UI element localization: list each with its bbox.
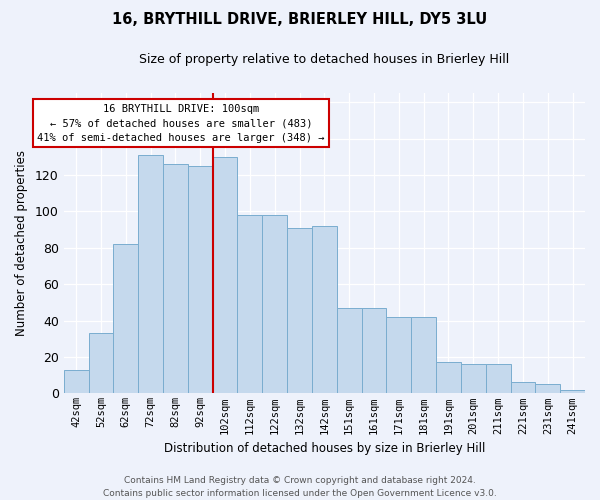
Bar bbox=[486, 364, 511, 394]
Bar bbox=[238, 215, 262, 394]
X-axis label: Distribution of detached houses by size in Brierley Hill: Distribution of detached houses by size … bbox=[164, 442, 485, 455]
Bar bbox=[138, 155, 163, 394]
Title: Size of property relative to detached houses in Brierley Hill: Size of property relative to detached ho… bbox=[139, 52, 509, 66]
Bar bbox=[337, 308, 362, 394]
Bar bbox=[113, 244, 138, 394]
Bar bbox=[287, 228, 312, 394]
Bar bbox=[386, 317, 411, 394]
Bar bbox=[212, 157, 238, 394]
Bar bbox=[560, 390, 585, 394]
Bar bbox=[312, 226, 337, 394]
Bar bbox=[89, 334, 113, 394]
Text: 16, BRYTHILL DRIVE, BRIERLEY HILL, DY5 3LU: 16, BRYTHILL DRIVE, BRIERLEY HILL, DY5 3… bbox=[112, 12, 488, 28]
Bar bbox=[362, 308, 386, 394]
Bar bbox=[461, 364, 486, 394]
Y-axis label: Number of detached properties: Number of detached properties bbox=[15, 150, 28, 336]
Bar bbox=[163, 164, 188, 394]
Bar bbox=[411, 317, 436, 394]
Bar bbox=[436, 362, 461, 394]
Bar bbox=[188, 166, 212, 394]
Bar bbox=[64, 370, 89, 394]
Text: Contains HM Land Registry data © Crown copyright and database right 2024.
Contai: Contains HM Land Registry data © Crown c… bbox=[103, 476, 497, 498]
Bar bbox=[535, 384, 560, 394]
Text: 16 BRYTHILL DRIVE: 100sqm
← 57% of detached houses are smaller (483)
41% of semi: 16 BRYTHILL DRIVE: 100sqm ← 57% of detac… bbox=[37, 104, 325, 143]
Bar bbox=[262, 215, 287, 394]
Bar bbox=[511, 382, 535, 394]
